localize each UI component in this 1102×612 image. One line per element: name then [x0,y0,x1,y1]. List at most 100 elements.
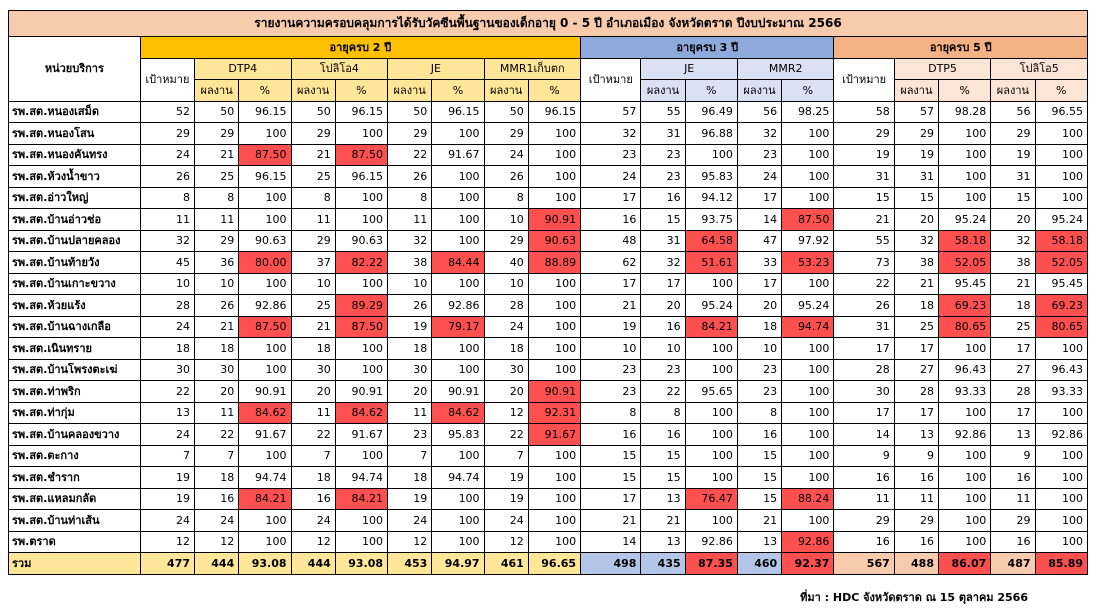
table-cell: 50 [290,100,336,123]
table-cell: 94.74 [334,466,389,489]
table-cell: 87.50 [334,315,389,338]
table-cell: 32 [893,229,940,252]
table-cell: 100 [1034,337,1089,360]
table-cell: 100 [334,122,389,145]
table-cell: 95.83 [431,423,485,446]
table-cell: 32 [640,251,686,274]
table-cell: 24 [139,423,196,446]
table-cell: 38 [387,251,433,274]
table-cell: 7 [139,444,196,467]
unit-name: รพ.สต.ห้วงน้ำขาว [8,165,141,188]
table-cell: 100 [238,358,292,381]
table-cell: 15 [580,444,642,467]
table-cell: 32 [990,229,1036,252]
table-cell: 25 [893,315,940,338]
table-cell: 12 [387,530,433,553]
result-header: ผลงาน [483,79,529,102]
unit-name: รพ.สต.ชำราก [8,466,141,489]
table-cell: 19 [483,487,529,510]
table-cell: 89.29 [334,294,389,317]
table-cell: 20 [290,380,336,403]
table-cell: 21 [194,143,240,166]
table-cell: 18 [139,337,196,360]
unit-name: รพ.สต.ตะกาง [8,444,141,467]
table-cell: 100 [1034,186,1089,209]
table-cell: 86.07 [937,552,992,575]
table-cell: 30 [139,358,196,381]
unit-name: รพ.สต.ท่ากุ่ม [8,401,141,424]
table-cell: 100 [334,358,389,381]
table-cell: 453 [387,552,433,575]
table-cell: 24 [139,509,196,532]
unit-name: รพ.ตราด [8,530,141,553]
table-cell: 100 [431,122,485,145]
unit-name: รพ.สต.ห้วยแร้ง [8,294,141,317]
table-cell: 16 [640,186,686,209]
table-cell: 97.92 [781,229,835,252]
table-row: รพ.สต.บ้านเกาะขวาง 10 10 100 10 100 10 100 10 100… [8,272,1089,295]
table-cell: 29 [483,229,529,252]
table-cell: 100 [1034,122,1089,145]
table-cell: 79.17 [431,315,485,338]
table-cell: 91.67 [527,423,582,446]
table-cell: 31 [893,165,940,188]
table-cell: 26 [387,165,433,188]
table-cell: 28 [893,380,940,403]
table-cell: 50 [387,100,433,123]
table-cell: 16 [833,466,895,489]
table-cell: 8 [387,186,433,209]
table-cell: 100 [431,530,485,553]
table-cell: 488 [893,552,940,575]
table-cell: 8 [640,401,686,424]
table-cell: 100 [781,401,835,424]
table-cell: 13 [640,487,686,510]
table-cell: 93.08 [238,552,292,575]
unit-name: รพ.สต.หนองคันทรง [8,143,141,166]
table-cell: 29 [387,122,433,145]
table-cell: 11 [833,487,895,510]
table-cell: 21 [640,509,686,532]
table-cell: 24 [194,509,240,532]
table-row: รพ.สต.บ้านปลายคลอง 32 29 90.63 29 90.63 32 100 2… [8,229,1089,252]
table-cell: 52.05 [937,251,992,274]
table-cell: 18 [990,294,1036,317]
table-cell: 100 [431,444,485,467]
table-cell: 7 [483,444,529,467]
table-cell: 19 [580,315,642,338]
target-header-age3: เป้าหมาย [580,57,642,102]
table-cell: 100 [937,337,992,360]
table-cell: 76.47 [684,487,738,510]
table-cell: 90.63 [334,229,389,252]
table-cell: 90.91 [527,380,582,403]
table-cell: 17 [580,186,642,209]
table-cell: 23 [640,165,686,188]
table-cell: 16 [640,315,686,338]
table-cell: 90.91 [334,380,389,403]
table-cell: 10 [736,337,783,360]
table-cell: 11 [194,401,240,424]
table-cell: 29 [194,229,240,252]
unit-name: รพ.สต.อ่าวใหญ่ [8,186,141,209]
table-cell: 20 [483,380,529,403]
table-cell: 51.61 [684,251,738,274]
result-header: ผลงาน [387,79,433,102]
table-cell: 100 [431,272,485,295]
table-cell: 15 [990,186,1036,209]
table-cell: 13 [893,423,940,446]
table-cell: 13 [139,401,196,424]
table-cell: 96.88 [684,122,738,145]
unit-header: หน่วยบริการ [8,36,141,102]
table-cell: 100 [1034,487,1089,510]
table-row: รพ.สต.แหลมกลัด 19 16 84.21 16 84.21 19 100 19 100… [8,487,1089,510]
table-cell: 37 [290,251,336,274]
table-cell: 29 [139,122,196,145]
table-cell: 18 [194,337,240,360]
table-cell: 100 [781,186,835,209]
table-cell: 21 [580,294,642,317]
table-cell: 100 [527,186,582,209]
table-cell: 100 [527,165,582,188]
total-label: รวม [8,552,141,575]
table-cell: 50 [194,100,240,123]
table-cell: 100 [527,272,582,295]
table-cell: 100 [1034,509,1089,532]
